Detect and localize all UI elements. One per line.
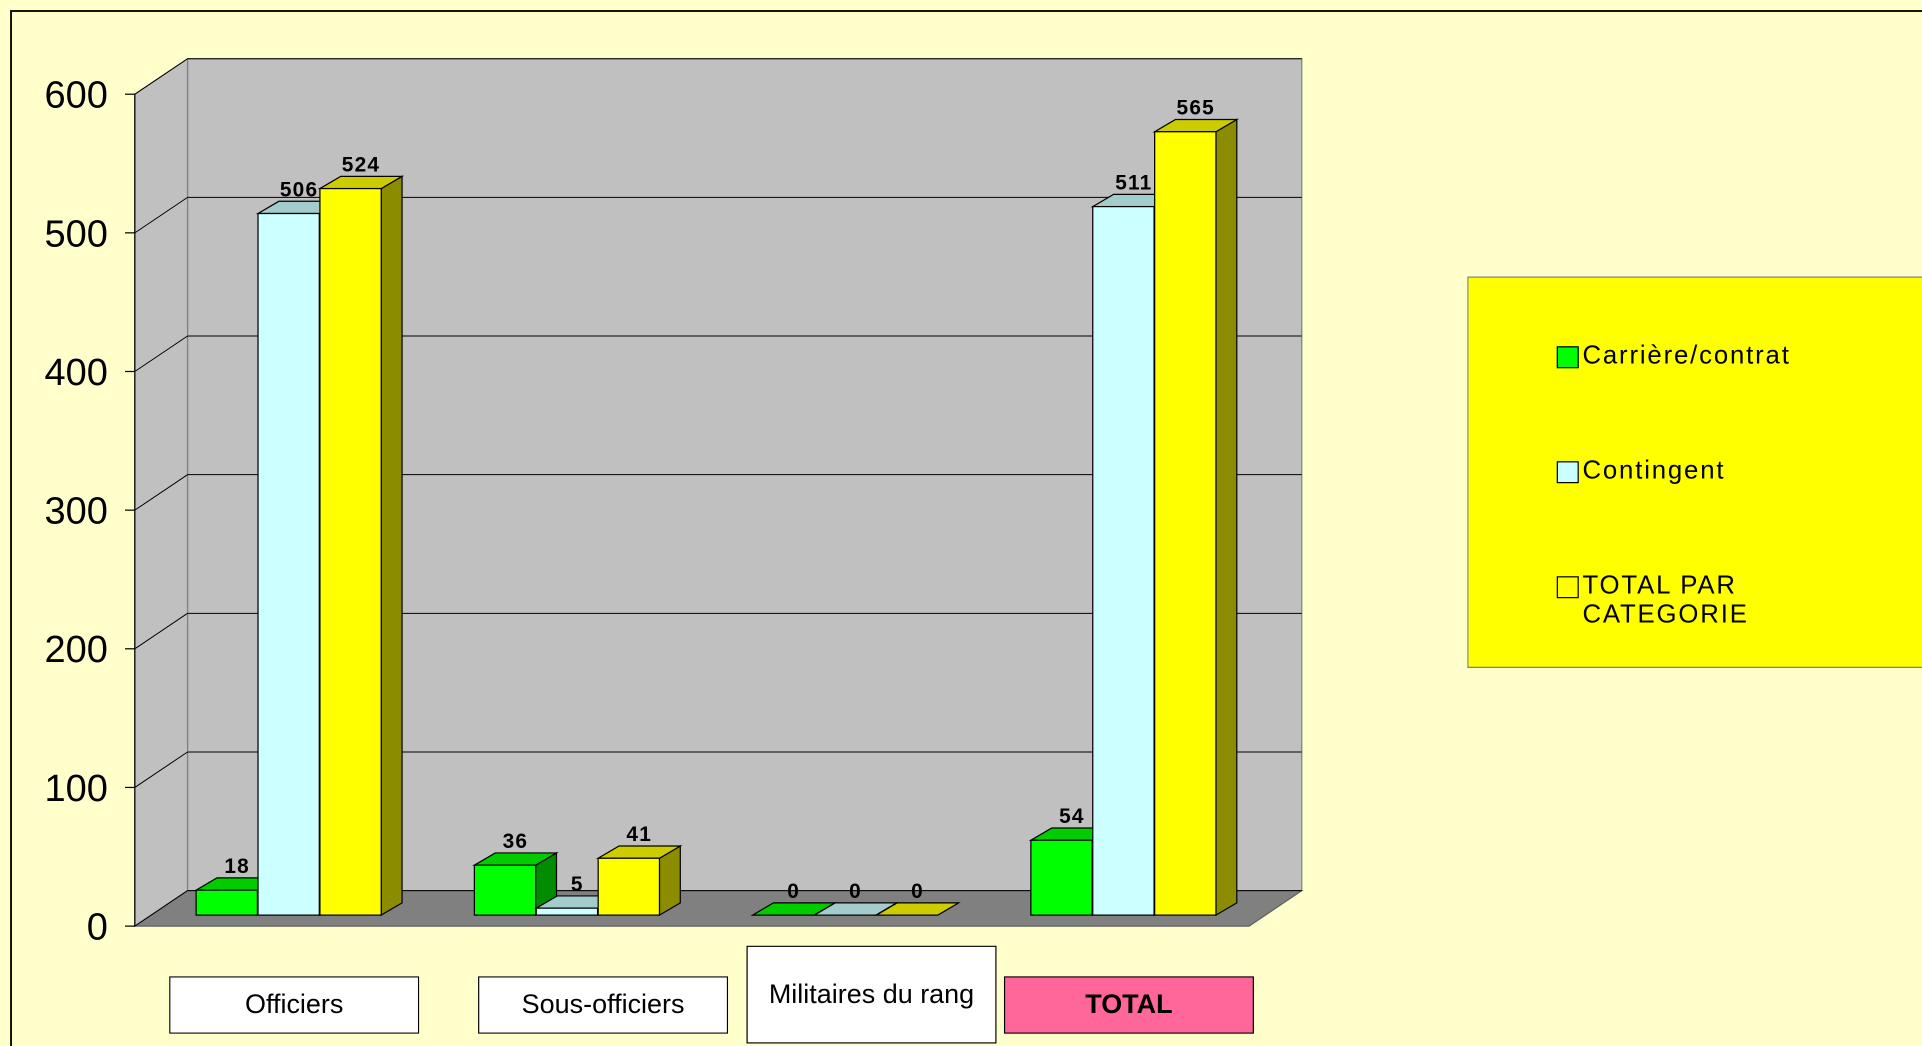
grid-line — [134, 751, 188, 788]
value-label: 511 — [1115, 171, 1152, 194]
value-label: 524 — [342, 153, 380, 176]
bar-front — [1030, 839, 1093, 916]
y-tick-label: 200 — [44, 629, 107, 671]
bar-top — [874, 902, 961, 916]
legend-swatch — [1556, 461, 1579, 484]
bar — [595, 844, 683, 917]
value-label: 0 — [911, 880, 924, 903]
label-frame: Officiers — [169, 976, 420, 1034]
legend-item: Contingent — [1556, 456, 1922, 485]
value-label: 54 — [1059, 805, 1085, 828]
bar-front — [1154, 131, 1217, 916]
value-label: 18 — [224, 855, 250, 878]
legend-item: TOTAL PAR CATEGORIE — [1556, 571, 1802, 630]
value-label: 0 — [849, 880, 862, 903]
bar-front — [319, 187, 382, 916]
value-label: 36 — [503, 830, 529, 853]
value-label: 41 — [626, 823, 652, 846]
y-tick-label: 100 — [44, 768, 107, 810]
legend: Carrière/contrat Contingent TOTAL PAR CATE… — [1467, 276, 1922, 668]
label-frame: TOTAL — [1003, 976, 1254, 1034]
bar-front — [257, 212, 320, 916]
legend-swatch — [1556, 576, 1579, 599]
bar-front — [535, 907, 599, 916]
bar — [874, 902, 961, 916]
y-tick-label: 500 — [44, 213, 107, 255]
bar — [317, 175, 405, 917]
legend-label: Carrière/contrat — [1582, 341, 1791, 370]
bar-front — [195, 889, 259, 916]
grid-line — [134, 612, 188, 650]
label-frame: Militaires du rang — [746, 945, 997, 1044]
value-label: 565 — [1177, 97, 1215, 120]
category-label: Officiers — [169, 976, 420, 1034]
value-label: 5 — [571, 873, 584, 896]
value-label: 0 — [787, 880, 800, 903]
category-label: Sous-officiers — [478, 976, 729, 1034]
y-tick-label: 400 — [44, 352, 107, 394]
bar-front — [597, 857, 661, 916]
label-frame: Carrière/contrat Contingent TOTAL PAR CATE… — [1467, 276, 1922, 668]
bar — [1152, 118, 1240, 917]
value-label: 506 — [280, 178, 318, 201]
legend-item: Carrière/contrat — [1556, 341, 1922, 370]
y-tick-label: 0 — [87, 907, 108, 949]
bar-front — [1092, 205, 1155, 916]
label-frame: Sous-officiers — [478, 976, 729, 1034]
y-tick-label: 600 — [44, 75, 107, 117]
legend-label: TOTAL PAR CATEGORIE — [1582, 571, 1749, 629]
legend-swatch — [1556, 346, 1579, 369]
grid-line — [134, 335, 188, 372]
legend-label: Contingent — [1582, 456, 1726, 485]
bar-side — [380, 175, 403, 917]
bar-side — [1215, 118, 1238, 917]
category-label: TOTAL — [1003, 976, 1254, 1034]
grid-line — [134, 474, 188, 511]
category-label: Militaires du rang — [746, 945, 997, 1044]
y-tick-label: 300 — [44, 491, 107, 533]
grid-line — [134, 890, 188, 927]
grid-line — [134, 196, 188, 234]
bar-front — [473, 864, 537, 916]
grid-line — [134, 58, 188, 95]
